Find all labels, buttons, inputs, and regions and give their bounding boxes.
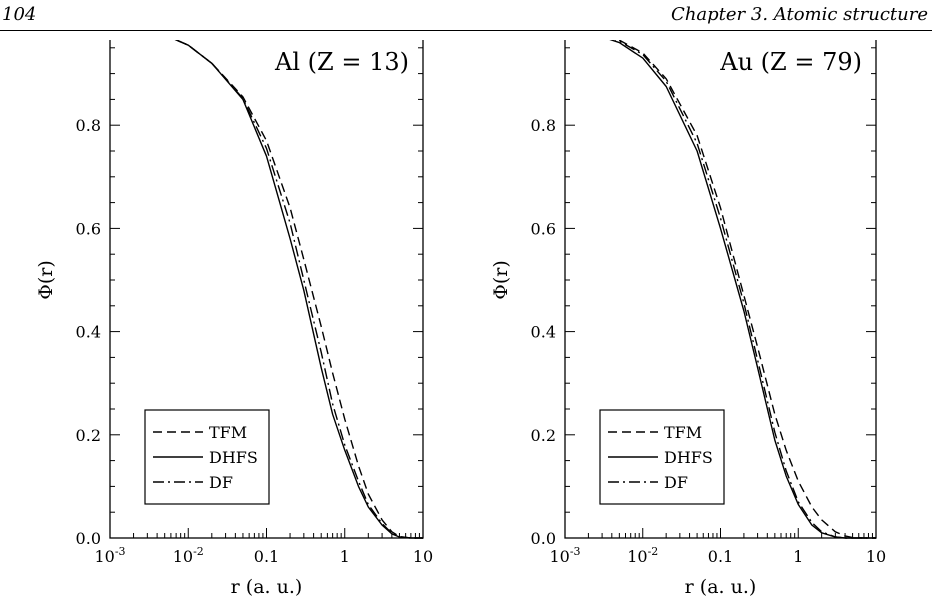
- x-tick-label: 1: [793, 547, 803, 566]
- y-tick-label: 0.8: [76, 116, 101, 135]
- legend-label: DF: [209, 473, 233, 492]
- legend-label: TFM: [209, 423, 247, 442]
- series-line-df: [564, 26, 876, 539]
- y-tick-label: 0.0: [76, 529, 101, 548]
- x-tick-label: 0.1: [708, 547, 733, 566]
- legend-label: DHFS: [209, 448, 258, 467]
- chart-title: Al (Z = 13): [274, 48, 409, 76]
- x-axis-label: r (a. u.): [231, 576, 303, 598]
- page-header: 104 Chapter 3. Atomic structure: [0, 0, 932, 31]
- y-tick-label: 0.0: [531, 529, 556, 548]
- running-title: Chapter 3. Atomic structure: [671, 4, 928, 25]
- x-tick-label: 1: [340, 547, 350, 566]
- legend-label: DHFS: [664, 448, 713, 467]
- legend: TFM DHFS DF: [144, 409, 270, 505]
- y-axis-label: Φ(r): [35, 260, 57, 299]
- y-tick-label: 0.2: [531, 426, 556, 445]
- x-tick-label: 10-3: [549, 545, 580, 566]
- y-tick-label: 0.8: [531, 116, 556, 135]
- x-tick-label: 10: [413, 547, 433, 566]
- series-line-dhfs: [109, 23, 423, 539]
- x-tick-label: 10-3: [94, 545, 125, 566]
- y-tick-label: 0.4: [531, 323, 556, 342]
- legend-label: TFM: [664, 423, 702, 442]
- x-tick-label: 10-2: [173, 545, 204, 566]
- chart-title: Au (Z = 79): [719, 48, 862, 76]
- x-axis-label: r (a. u.): [685, 576, 757, 598]
- series-line-tfm: [109, 23, 423, 539]
- x-tick-label: 10: [866, 547, 886, 566]
- series-line-dhfs: [564, 26, 876, 539]
- y-axis-label: Φ(r): [490, 260, 512, 299]
- y-tick-label: 0.2: [76, 426, 101, 445]
- y-tick-label: 0.6: [76, 219, 101, 238]
- y-tick-label: 0.4: [76, 323, 101, 342]
- series-line-tfm: [564, 26, 876, 539]
- legend-label: DF: [664, 473, 688, 492]
- page-number: 104: [2, 4, 37, 25]
- legend: TFM DHFS DF: [599, 409, 725, 505]
- series-line-df: [109, 23, 423, 539]
- y-tick-label: 0.6: [531, 219, 556, 238]
- x-tick-label: 0.1: [254, 547, 279, 566]
- x-tick-label: 10-2: [627, 545, 658, 566]
- header-rule: [0, 30, 932, 31]
